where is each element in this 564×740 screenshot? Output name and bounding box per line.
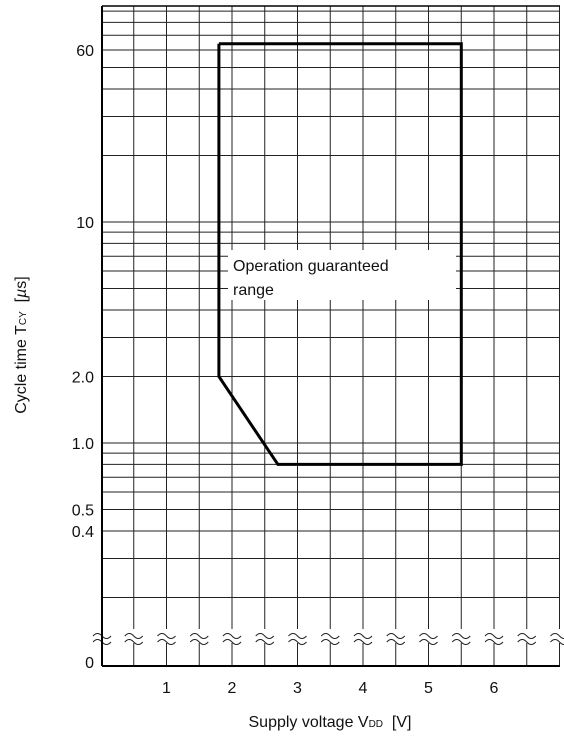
axis-break-mark [157, 639, 176, 645]
axis-break-mark [419, 633, 438, 639]
x-tick-label: 2 [228, 680, 237, 697]
x-tick-label: 4 [359, 680, 368, 697]
y-tick-label: 60 [76, 43, 94, 60]
axis-break-mark [484, 639, 504, 645]
axis-break-mark [517, 633, 537, 639]
axis-break-mark [419, 639, 438, 645]
axis-break-marks [86, 629, 564, 645]
axis-break-mark [451, 639, 471, 645]
axis-break-mark [550, 639, 564, 645]
axis-break-mark [222, 639, 242, 645]
x-tick-labels: 1 2 3 4 5 6 [162, 680, 499, 697]
y-tick-label: 10 [76, 215, 94, 232]
operation-region: Operation guaranteed range [217, 42, 463, 466]
x-tick-label: 6 [490, 680, 499, 697]
axes [101, 5, 560, 667]
axis-break-mark [189, 639, 209, 645]
axis-break-mark [288, 639, 307, 645]
axis-break-mark [124, 639, 144, 645]
axis-break-mark [386, 633, 406, 639]
y-tick-label: 0.5 [72, 503, 94, 520]
x-tick-label: 5 [424, 680, 433, 697]
axis-break-mark [255, 639, 275, 645]
operation-region-outline [217, 42, 463, 466]
y-tick-label: 1.0 [72, 436, 94, 453]
grid-lines [102, 6, 560, 666]
axis-break-mark [255, 633, 275, 639]
y-tick-labels: 60 10 2.0 1.0 0.5 0.4 0 [72, 43, 94, 672]
axis-break-mark [320, 639, 340, 645]
axis-break-mark [288, 633, 307, 639]
y-tick-label: 2.0 [72, 369, 94, 386]
axis-break-mark [484, 633, 504, 639]
y-tick-label: 0 [85, 655, 94, 672]
region-label-line1: Operation guaranteed [233, 258, 389, 275]
axis-break-mark [451, 633, 471, 639]
axis-break-mark [550, 633, 564, 639]
y-tick-label: 0.4 [72, 524, 94, 541]
x-tick-label: 3 [293, 680, 302, 697]
axis-break-mark [222, 633, 242, 639]
axis-break-mark [353, 639, 373, 645]
axis-break-mark [517, 639, 537, 645]
axis-break-mark [157, 633, 176, 639]
region-label-line2: range [233, 282, 274, 299]
axis-break-mark [353, 633, 373, 639]
axis-break-mark [124, 633, 144, 639]
region-label-bg [228, 250, 456, 300]
y-axis-label: Cycle time TCY [µs] [13, 276, 30, 414]
axis-break-mark [386, 639, 406, 645]
x-tick-label: 1 [162, 680, 171, 697]
axis-break-mark [189, 633, 209, 639]
axis-break-mark [320, 633, 340, 639]
x-axis-label: Supply voltage VDD [V] [249, 714, 412, 731]
axis-break-gap [86, 629, 564, 643]
